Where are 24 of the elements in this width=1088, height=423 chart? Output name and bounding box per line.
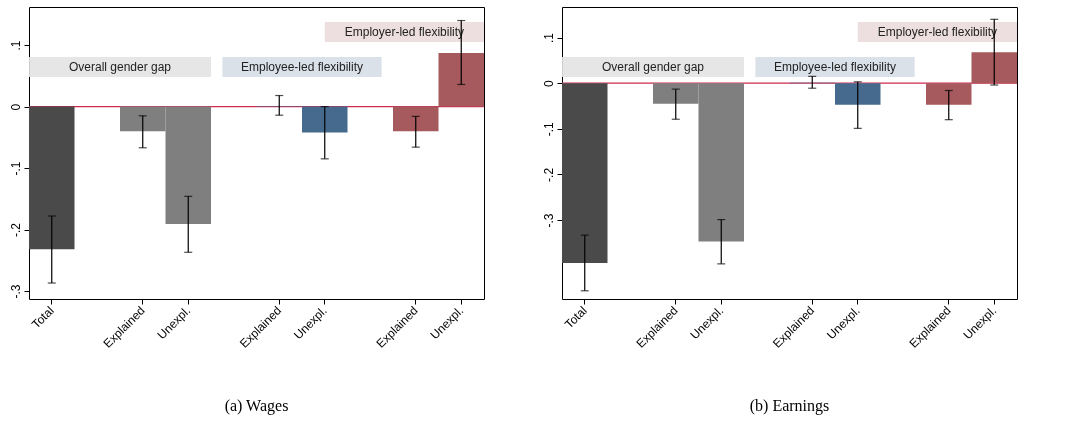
y-tick-label: -.2 [541,167,556,182]
y-tick-label: 0 [8,103,23,111]
y-tick-label: -.1 [541,122,556,137]
bar [926,83,972,105]
annotation: Employee-led flexibility [240,60,364,74]
annotation: Overall gender gap [601,60,705,74]
bar [562,83,608,263]
text: (a) Wages [224,396,289,415]
bar [29,106,75,250]
y-tick-label: .1 [541,32,556,44]
y-tick-label: .1 [8,40,23,51]
bar [438,53,484,107]
bar [835,83,881,105]
text: (b) Earnings [749,396,830,415]
bar [971,52,1017,84]
y-tick-label: -.3 [8,284,23,299]
bar [393,106,439,132]
bar [302,106,348,133]
y-tick-label: -.2 [8,222,23,238]
y-tick-label: -.3 [541,213,556,228]
annotation: Overall gender gap [68,60,172,74]
y-tick-label: 0 [541,80,556,88]
y-tick-label: -.1 [8,161,23,176]
annotation: Employee-led flexibility [773,60,897,74]
